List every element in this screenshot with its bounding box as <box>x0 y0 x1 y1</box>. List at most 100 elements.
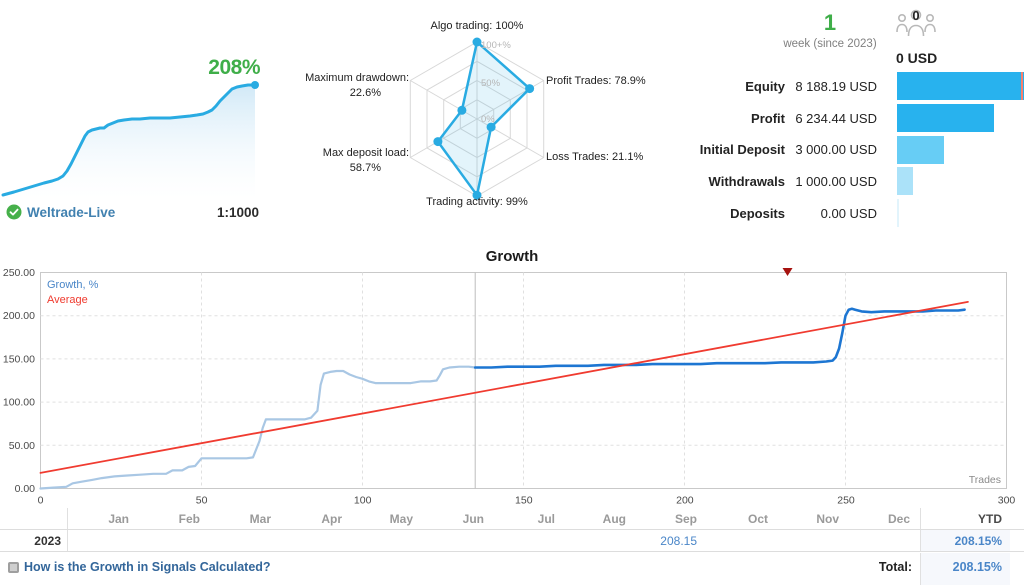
growth-calculation-help-link[interactable]: How is the Growth in Signals Calculated? <box>24 560 271 574</box>
month-value-aug <box>565 530 636 551</box>
radar-grid-spoke <box>410 80 478 120</box>
x-tick-250: 250 <box>837 495 855 507</box>
month-value-jan <box>68 530 139 551</box>
y-tick-150: 150.00 <box>3 353 35 365</box>
radar-ring-label-100: 100+% <box>481 40 511 51</box>
stat-bar-equity <box>897 72 1024 100</box>
y-tick-0: 0.00 <box>15 483 36 495</box>
series-growth_current <box>473 307 966 369</box>
signal-age-value: 1 <box>823 10 837 35</box>
radar-data-point <box>525 84 535 94</box>
x-tick-0: 0 <box>38 495 44 507</box>
month-header-dec: Dec <box>887 512 910 526</box>
month-value-may <box>352 530 423 551</box>
radar-data-point <box>433 137 443 147</box>
ytd-value-cell: 208.15% <box>920 530 1010 551</box>
radar-label-max-deposit-load: Max deposit load: 58.7% <box>259 146 409 176</box>
stat-bar-initial-deposit <box>897 136 944 164</box>
radar-data-point <box>457 105 467 115</box>
month-header-row: Jan Feb Mar Apr May Jun Jul Aug Sep Oct Nov Dec YTD <box>0 508 1024 530</box>
radar-ring-label-0: 0% <box>481 114 495 125</box>
equity-bar-marker <box>1021 72 1023 100</box>
radar-data-point <box>486 122 496 132</box>
month-value-dec <box>849 530 920 551</box>
x-axis-label: Trades <box>969 474 1001 486</box>
radar-label-max-deposit-load-value: 58.7% <box>349 162 381 174</box>
ytd-header-cell: YTD <box>920 508 1010 529</box>
stat-label-profit: Profit <box>751 111 785 126</box>
leverage-value: 1:1000 <box>216 205 259 220</box>
month-header-oct: Oct <box>747 512 768 526</box>
radar-label-max-deposit-load-text: Max deposit load: <box>322 147 409 159</box>
y-tick-200: 200.00 <box>3 310 35 322</box>
year-2023-row: 2023 208.15 208.15% <box>0 530 1024 552</box>
total-ytd-value: 208.15% <box>952 560 1002 574</box>
stat-bar-withdrawals <box>897 167 913 195</box>
x-tick-150: 150 <box>515 495 533 507</box>
month-value-feb <box>139 530 210 551</box>
x-tick-100: 100 <box>354 495 372 507</box>
month-value-sep: 208.15 <box>660 534 697 548</box>
radar-ring-label-50: 50% <box>481 78 501 89</box>
stat-bar-profit <box>897 104 994 132</box>
stat-label-initial-deposit: Initial Deposit <box>699 142 785 157</box>
signal-age-caption: week (since 2023) <box>783 38 877 50</box>
growth-percent-badge: 208% <box>208 56 260 79</box>
total-ytd-cell: 208.15% <box>920 553 1010 585</box>
withdrawal-marker <box>782 268 793 276</box>
stat-value-profit: 6 234.44 USD <box>795 111 877 126</box>
stat-label-equity: Equity <box>745 79 785 94</box>
month-value-oct <box>707 530 778 551</box>
verified-check-icon <box>6 204 22 220</box>
legend-average: Average <box>47 294 88 306</box>
account-name-link[interactable]: Weltrade-Live <box>27 205 116 220</box>
radar-label-algo-trading: Algo trading: 100% <box>430 20 524 32</box>
x-tick-50: 50 <box>196 495 208 507</box>
sparkline-area <box>3 85 255 199</box>
legend-growth: Growth, % <box>47 279 99 291</box>
help-box-icon <box>8 562 19 573</box>
month-header-jul: Jul <box>537 512 555 526</box>
month-header-jan: Jan <box>108 512 129 526</box>
month-header-mar: Mar <box>249 512 271 526</box>
stat-value-initial-deposit: 3 000.00 USD <box>795 142 877 157</box>
stat-bar-deposits <box>897 199 899 227</box>
sparkline-line <box>1 83 257 197</box>
total-label: Total: <box>878 560 912 574</box>
radar-label-maximum-drawdown-text: Maximum drawdown: <box>305 72 409 84</box>
radar-data-point <box>472 190 482 200</box>
year-header-cell <box>0 508 68 529</box>
stat-value-withdrawals: 1 000.00 USD <box>795 174 877 189</box>
series-average <box>39 301 969 474</box>
month-header-jun: Jun <box>462 512 484 526</box>
radar-label-loss-trades: Loss Trades: 21.1% <box>546 151 644 163</box>
monthly-growth-table: Jan Feb Mar Apr May Jun Jul Aug Sep Oct Nov Dec YTD … <box>0 508 1024 552</box>
radar-data-point <box>472 37 482 47</box>
month-header-apr: Apr <box>321 512 342 526</box>
subscribers-count: 0 <box>912 8 919 23</box>
y-tick-250: 250.00 <box>3 267 35 279</box>
stat-label-withdrawals: Withdrawals <box>708 174 785 189</box>
month-value-mar <box>210 530 281 551</box>
y-tick-100: 100.00 <box>3 397 35 409</box>
stat-value-equity: 8 188.19 USD <box>795 79 877 94</box>
stats-radar-chart: 100+% 50% 0% <box>409 37 545 200</box>
radar-label-maximum-drawdown-value: 22.6% <box>349 87 381 99</box>
radar-label-maximum-drawdown: Maximum drawdown: 22.6% <box>259 71 409 101</box>
subscribers-icon: 0 <box>896 8 936 37</box>
radar-label-trading-activity: Trading activity: 99% <box>426 196 528 208</box>
growth-chart-title: Growth <box>485 248 539 265</box>
stat-label-deposits: Deposits <box>730 206 785 221</box>
radar-grid-spoke <box>410 118 478 158</box>
month-value-jul <box>494 530 565 551</box>
month-value-jun <box>423 530 494 551</box>
month-value-apr <box>281 530 352 551</box>
month-header-sep: Sep <box>674 512 697 526</box>
x-tick-200: 200 <box>676 495 694 507</box>
subscribers-funds: 0 USD <box>896 50 938 66</box>
stat-value-deposits: 0.00 USD <box>820 206 877 221</box>
y-tick-50: 50.00 <box>9 440 35 452</box>
radar-label-profit-trades: Profit Trades: 78.9% <box>546 75 646 87</box>
month-header-nov: Nov <box>816 512 839 526</box>
equity-sparkline-chart <box>1 81 259 199</box>
